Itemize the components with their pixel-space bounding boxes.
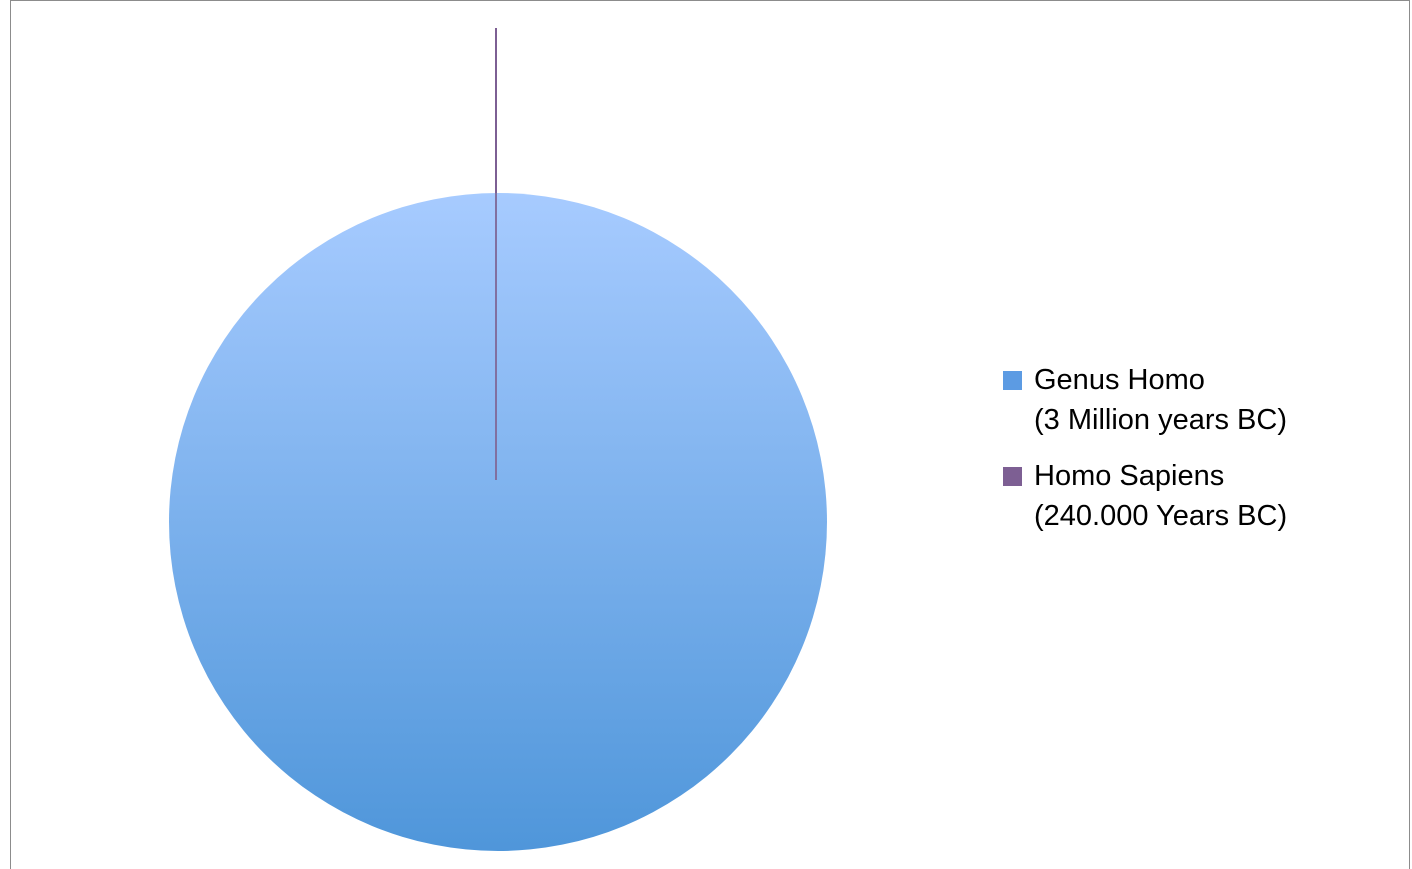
chart-area (10, 0, 1410, 869)
legend-label-homo-sapiens: Homo Sapiens (1034, 460, 1225, 492)
legend-item-genus-homo: Genus Homo (3 Million years BC) (1003, 360, 1287, 440)
legend-label-genus-homo: Genus Homo (1034, 364, 1205, 396)
legend-sublabel-genus-homo: (3 Million years BC) (1034, 404, 1287, 436)
legend-item-homo-sapiens: Homo Sapiens (240.000 Years BC) (1003, 456, 1287, 536)
legend-swatch-genus-homo (1003, 371, 1022, 390)
pie-slice-genus-homo (169, 193, 827, 851)
legend-swatch-homo-sapiens (1003, 467, 1022, 486)
chart-legend: Genus Homo (3 Million years BC) Homo Sap… (1003, 360, 1287, 552)
legend-sublabel-homo-sapiens: (240.000 Years BC) (1034, 500, 1288, 532)
